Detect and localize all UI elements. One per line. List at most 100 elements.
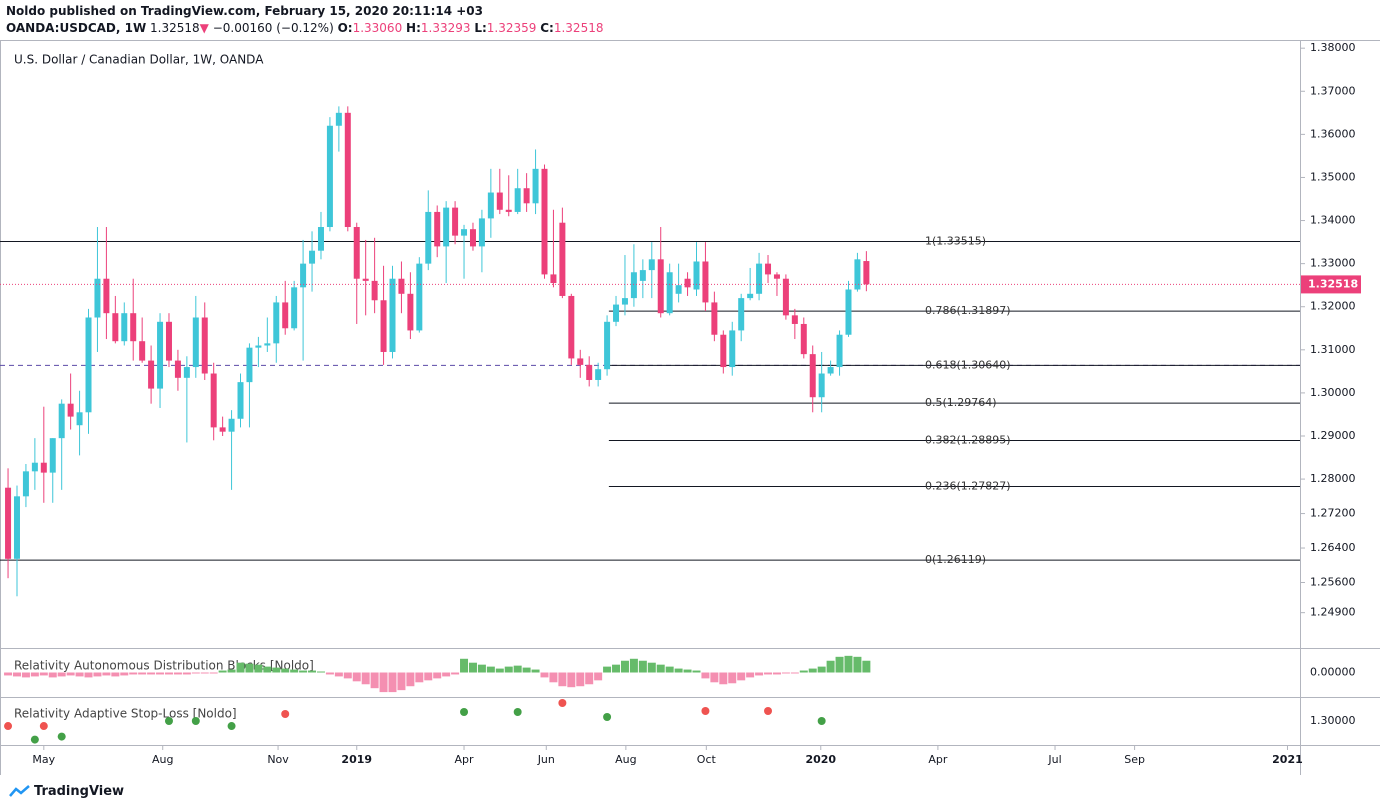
histogram-bar <box>272 667 281 673</box>
candle-body <box>174 360 181 378</box>
histogram-bar <box>451 672 460 675</box>
x-tick-label: May <box>32 753 55 766</box>
candle-body <box>148 360 155 389</box>
candle-body <box>523 188 530 204</box>
candle-body <box>49 438 56 473</box>
candle-body <box>711 302 718 335</box>
publish-line: Noldo published on TradingView.com, Febr… <box>6 4 483 18</box>
candle-body <box>255 345 262 348</box>
histogram-bar <box>111 672 120 677</box>
histogram-bar <box>790 672 799 674</box>
histogram-bar <box>442 672 451 677</box>
histogram-bar <box>66 672 75 676</box>
y-tick-label: 1.27200 <box>1310 507 1356 520</box>
fib-label: 0.382(1.28895) <box>925 434 1011 447</box>
buy-dot <box>817 717 826 725</box>
candle-body <box>326 125 333 228</box>
histogram-bar <box>638 660 647 673</box>
histogram-bar <box>755 672 764 676</box>
histogram-bar <box>495 668 504 673</box>
candle-body <box>165 321 172 361</box>
histogram-bar <box>93 672 102 677</box>
histogram-bar <box>612 664 621 673</box>
candle-body <box>183 367 190 378</box>
y-tick-label: 1.33000 <box>1310 257 1356 270</box>
histogram-bar <box>415 672 424 683</box>
histogram-bar <box>460 658 469 673</box>
h-label: H: <box>406 21 421 35</box>
histogram-bar <box>388 672 397 693</box>
candle-body <box>228 418 235 432</box>
candle-body <box>720 334 727 368</box>
buy-dot <box>227 722 236 731</box>
candle-body <box>210 373 217 428</box>
histogram-bar <box>576 672 585 687</box>
x-tick-label: Aug <box>615 753 636 766</box>
candle-body <box>863 261 870 285</box>
chart: U.S. Dollar / Canadian Dollar, 1W, OANDA… <box>0 40 1380 775</box>
pane1-tick-label: 0.00000 <box>1310 666 1356 679</box>
l-label: L: <box>474 21 487 35</box>
candle-body <box>344 112 351 228</box>
x-tick-label: 2021 <box>1272 753 1303 766</box>
histogram-bar <box>57 672 66 677</box>
candle-body <box>639 270 646 281</box>
histogram-bar <box>522 667 531 673</box>
o: 1.33060 <box>352 21 403 35</box>
histogram-bar <box>156 672 165 675</box>
candle-body <box>514 188 521 212</box>
histogram-bar <box>173 672 182 675</box>
histogram-bar <box>30 672 39 677</box>
buy-dot <box>603 712 612 721</box>
y-tick-label: 1.30000 <box>1310 386 1356 399</box>
candle-body <box>461 229 468 236</box>
candle-body <box>595 369 602 380</box>
candle-body <box>702 261 709 303</box>
histogram-bar <box>129 672 138 675</box>
candle-body <box>40 462 47 473</box>
histogram-bar <box>397 672 406 691</box>
candle-body <box>738 298 745 331</box>
candle-body <box>496 192 503 210</box>
candle-body <box>362 278 369 281</box>
histogram-bar <box>433 672 442 679</box>
candle-body <box>273 302 280 344</box>
y-tick-label: 1.31000 <box>1310 343 1356 356</box>
fib-label: 0.236(1.27827) <box>925 480 1011 493</box>
candle-body <box>773 274 780 279</box>
candle-body <box>452 207 459 236</box>
frame <box>0 40 1380 775</box>
histogram-bar <box>424 672 433 681</box>
pane2-title: Relativity Adaptive Stop-Loss [Noldo] <box>14 707 237 721</box>
histogram-bar <box>84 672 93 678</box>
candle-body <box>630 272 637 299</box>
histogram-bar <box>719 672 728 685</box>
candle-body <box>613 304 620 322</box>
candle-body <box>675 285 682 294</box>
candle-body <box>317 227 324 251</box>
candle-body <box>648 259 655 271</box>
candle-body <box>666 272 673 314</box>
candle-body <box>139 341 146 361</box>
histogram-bar <box>406 672 415 687</box>
histogram-bar <box>120 672 129 676</box>
fib-label: 0.5(1.29764) <box>925 396 997 409</box>
histogram-bar <box>75 672 84 677</box>
candle-body <box>568 295 575 359</box>
buy-dot <box>57 732 66 741</box>
candle-body <box>791 315 798 324</box>
candle-body <box>94 278 101 318</box>
candle-body <box>300 263 307 288</box>
candle-body <box>291 287 298 329</box>
histogram-bar <box>361 672 370 685</box>
histogram-bar <box>728 672 737 684</box>
histogram-bar <box>799 670 808 673</box>
logo <box>9 785 30 797</box>
candle-body <box>335 112 342 126</box>
histogram-bar <box>299 670 308 673</box>
histogram-bar <box>334 672 343 677</box>
histogram-bar <box>585 672 594 685</box>
last: 1.32518 <box>150 21 200 35</box>
candle-body <box>416 263 423 331</box>
histogram-bar <box>316 671 325 673</box>
